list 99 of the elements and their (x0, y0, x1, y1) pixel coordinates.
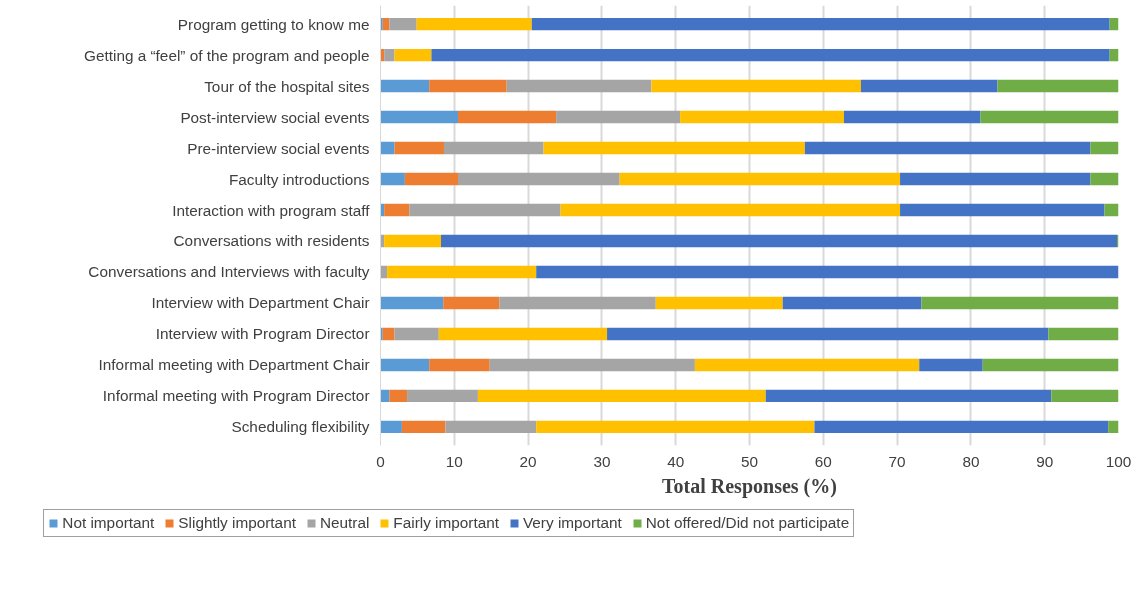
legend-label: Not important (62, 514, 155, 532)
y-tick-label: Interview with Program Director (155, 325, 370, 343)
bar (457, 172, 620, 186)
bar (680, 110, 844, 124)
bar (980, 110, 1119, 124)
bar (404, 172, 458, 186)
y-tick-label: Getting a “feel” of the program and people (84, 46, 370, 64)
x-tick-label: 60 (814, 452, 832, 470)
y-tick-label: Interview with Department Chair (151, 294, 370, 312)
x-tick-label: 70 (888, 452, 906, 470)
bar (445, 420, 537, 434)
bar (443, 141, 544, 155)
y-tick-label: Post-interview social events (180, 108, 370, 126)
bar (1048, 327, 1119, 341)
bar (394, 141, 444, 155)
y-tick-label: Conversations with residents (173, 232, 370, 250)
bar (384, 203, 410, 217)
x-tick-label: 90 (1036, 452, 1054, 470)
bar (921, 296, 1119, 310)
x-tick-label: 20 (519, 452, 537, 470)
bar (843, 110, 981, 124)
bar (457, 110, 557, 124)
bar (489, 358, 695, 372)
legend-label: Slightly important (178, 514, 296, 532)
bar (384, 234, 442, 248)
legend-label: Very important (522, 514, 622, 532)
bar (443, 296, 500, 310)
y-tick-label: Informal meeting with Program Director (102, 387, 370, 405)
bar (499, 296, 656, 310)
bar (1108, 420, 1119, 434)
bar (380, 110, 458, 124)
x-tick-label: 40 (667, 452, 685, 470)
x-tick-label: 30 (593, 452, 611, 470)
bar (919, 358, 983, 372)
bar (1051, 389, 1119, 403)
bar (387, 265, 537, 279)
bar (380, 172, 405, 186)
bar (477, 389, 766, 403)
bar (804, 141, 1091, 155)
bar (782, 296, 922, 310)
bar (380, 296, 444, 310)
bar (655, 296, 783, 310)
bar (380, 420, 402, 434)
bar (531, 17, 1110, 31)
bar (394, 327, 439, 341)
bar (536, 265, 1119, 279)
legend-label: Not offered/Did not participate (645, 514, 850, 532)
y-tick-label: Conversations and Interviews with faculty (88, 263, 370, 281)
y-tick-label: Tour of the hospital sites (204, 77, 370, 95)
bar (900, 172, 1091, 186)
y-tick-label: Pre-interview social events (187, 139, 370, 157)
bar (401, 420, 446, 434)
bar (814, 420, 1109, 434)
bar (1090, 172, 1119, 186)
bar (429, 358, 490, 372)
bar (380, 358, 430, 372)
bar (394, 48, 432, 62)
x-tick-label: 80 (962, 452, 980, 470)
x-tick-label: 0 (376, 452, 385, 470)
bar (431, 48, 1110, 62)
bar (506, 79, 652, 93)
bar (409, 203, 561, 217)
bar (536, 420, 815, 434)
x-tick-label: 50 (740, 452, 759, 470)
bar (900, 203, 1105, 217)
x-tick-label: 100 (1105, 452, 1132, 470)
bar (860, 79, 998, 93)
y-tick-label: Informal meeting with Department Chair (98, 356, 370, 374)
bar (560, 203, 901, 217)
y-tick-label: Interaction with program staff (172, 201, 371, 219)
bar (694, 358, 920, 372)
bar (416, 17, 532, 31)
bar (380, 141, 395, 155)
bar (407, 389, 478, 403)
bar (384, 48, 395, 62)
x-tick-label: 10 (445, 452, 463, 470)
bar (429, 79, 507, 93)
y-tick-label: Program getting to know me (177, 15, 370, 33)
x-axis-title: Total Responses (%) (662, 474, 837, 498)
y-tick-label: Scheduling flexibility (231, 418, 370, 436)
legend-label: Fairly important (393, 514, 499, 532)
bar (1104, 203, 1119, 217)
legend-label: Neutral (319, 514, 370, 532)
bar (380, 79, 430, 93)
bar (619, 172, 901, 186)
bar (765, 389, 1052, 403)
bar (556, 110, 681, 124)
bar (441, 234, 1118, 248)
bar (997, 79, 1119, 93)
y-tick-label: Faculty introductions (228, 170, 370, 188)
bar (651, 79, 861, 93)
bar (438, 327, 608, 341)
bar (543, 141, 805, 155)
bar (607, 327, 1049, 341)
bar (389, 17, 417, 31)
bar (1090, 141, 1119, 155)
bar (389, 389, 408, 403)
bar (382, 327, 395, 341)
bar (982, 358, 1119, 372)
